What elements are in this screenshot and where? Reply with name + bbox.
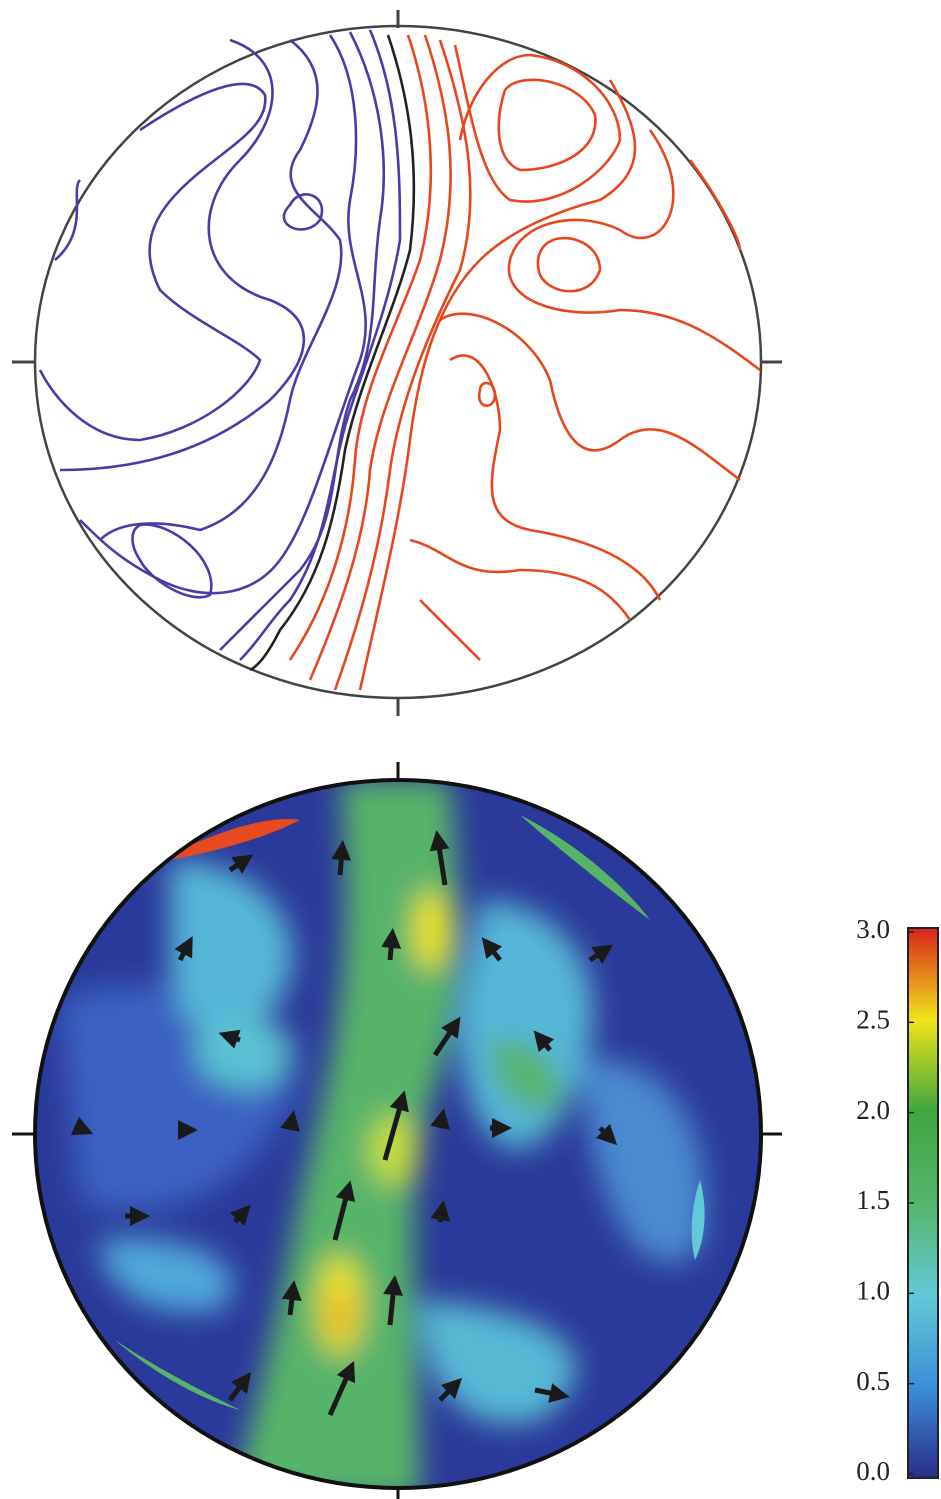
- colorbar-tick-label: 0.0: [856, 1456, 890, 1486]
- colorbar-tick-label: 1.0: [856, 1276, 890, 1306]
- colorbar-tick-label: 3.0: [856, 914, 890, 944]
- colorbar-tick-label: 0.5: [856, 1366, 890, 1396]
- colorbar-tick-label: 2.0: [856, 1095, 890, 1125]
- density-net: [12, 762, 782, 1499]
- colorbar-tick-label: 1.5: [856, 1185, 890, 1215]
- colorbar-tick-label: 2.5: [856, 1005, 890, 1035]
- contour-net: [12, 10, 782, 716]
